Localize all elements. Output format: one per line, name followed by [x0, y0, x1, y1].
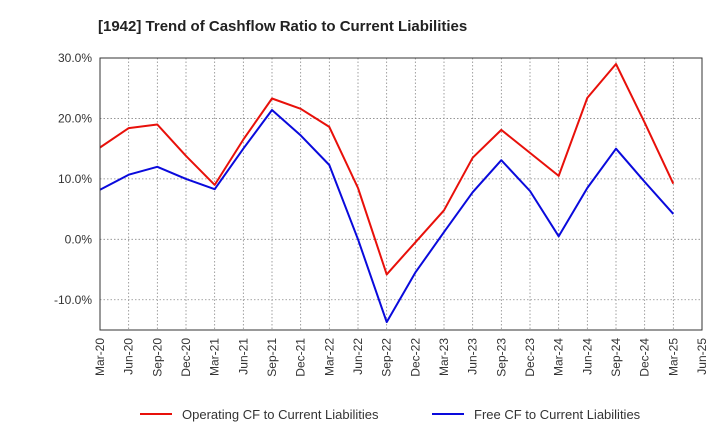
x-tick-label: Dec-24	[638, 338, 652, 377]
x-tick-label: Sep-22	[380, 338, 394, 377]
x-tick-label: Sep-23	[494, 338, 508, 377]
x-tick-label: Jun-23	[466, 338, 480, 375]
x-tick-label: Dec-23	[523, 338, 537, 377]
x-tick-label: Mar-25	[666, 338, 680, 376]
legend-label: Free CF to Current Liabilities	[474, 407, 641, 422]
x-tick-label: Dec-22	[408, 338, 422, 377]
x-tick-label: Jun-21	[236, 338, 250, 375]
x-tick-label: Mar-23	[437, 338, 451, 376]
y-axis-tick-labels: 30.0% 20.0% 10.0% 0.0% -10.0%	[54, 51, 92, 307]
x-tick-label: Mar-22	[322, 338, 336, 376]
x-tick-label: Mar-20	[93, 338, 107, 376]
x-tick-label: Sep-21	[265, 338, 279, 377]
x-tick-label: Sep-20	[150, 338, 164, 377]
plot-frame	[99, 57, 703, 331]
grid	[99, 57, 703, 330]
x-tick-label: Mar-21	[208, 338, 222, 376]
x-tick-label: Jun-24	[580, 338, 594, 375]
series-line-1	[99, 63, 675, 276]
x-tick-label: Sep-24	[609, 338, 623, 377]
chart-title: [1942] Trend of Cashflow Ratio to Curren…	[98, 18, 467, 35]
legend-label: Operating CF to Current Liabilities	[182, 407, 379, 422]
series-lines	[99, 63, 675, 324]
y-tick-label: 30.0%	[58, 51, 92, 65]
y-tick-label: -10.0%	[54, 293, 92, 307]
x-tick-label: Mar-24	[552, 338, 566, 376]
legend: Operating CF to Current Liabilities Free …	[140, 407, 641, 422]
x-tick-label: Jun-20	[122, 338, 136, 375]
x-tick-label: Jun-22	[351, 338, 365, 375]
x-tick-label: Dec-21	[294, 338, 308, 377]
series-line-2	[99, 109, 675, 324]
y-tick-label: 10.0%	[58, 172, 92, 186]
x-tick-label: Jun-25	[695, 338, 709, 375]
y-tick-label: 20.0%	[58, 111, 92, 125]
y-tick-label: 0.0%	[65, 232, 93, 246]
x-axis-tick-labels: Mar-20 Jun-20 Sep-20 Dec-20 Mar-21 Jun-21 Sep-…	[93, 338, 709, 377]
x-tick-label: Dec-20	[179, 338, 193, 377]
